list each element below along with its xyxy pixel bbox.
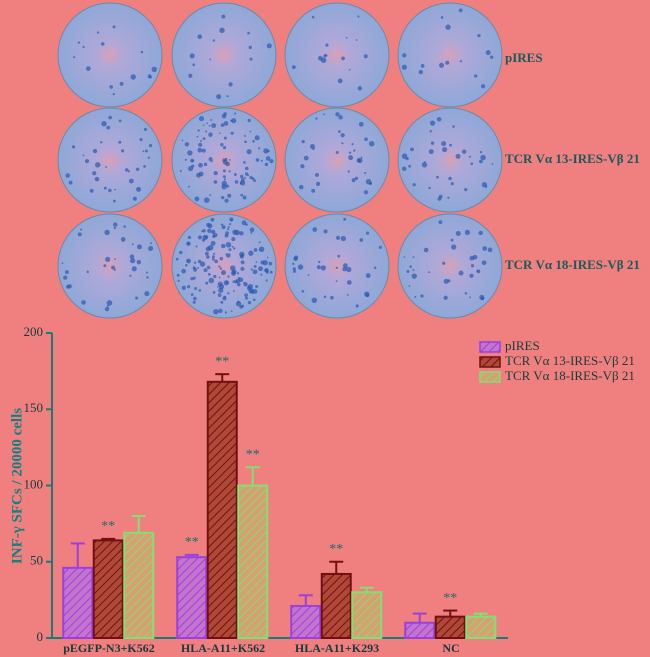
y-tick-label: 150 bbox=[24, 400, 44, 415]
row-label: TCR Vα 13-IRES-Vβ 21 bbox=[505, 151, 640, 166]
error-bar bbox=[131, 515, 146, 533]
bar bbox=[465, 615, 497, 640]
well bbox=[397, 213, 503, 319]
well bbox=[57, 2, 163, 108]
x-tick-label: pEGFP-N3+K562 bbox=[63, 641, 155, 655]
y-tick-label: 200 bbox=[24, 324, 44, 339]
error-bar bbox=[101, 537, 116, 541]
error-bar bbox=[443, 609, 458, 617]
legend-label: TCR Vα 13-IRES-Vβ 21 bbox=[505, 353, 635, 368]
error-bar bbox=[215, 373, 230, 382]
well bbox=[57, 213, 163, 319]
well bbox=[171, 2, 277, 108]
error-bar bbox=[359, 586, 374, 593]
bar bbox=[123, 531, 155, 640]
error-bar bbox=[412, 612, 427, 623]
legend-swatch bbox=[479, 341, 501, 353]
significance: ** bbox=[215, 354, 229, 369]
well bbox=[57, 107, 163, 213]
well bbox=[397, 107, 503, 213]
legend-label: TCR Vα 18-IRES-Vβ 21 bbox=[505, 368, 635, 383]
error-bar bbox=[329, 560, 344, 574]
well bbox=[397, 2, 503, 108]
significance: ** bbox=[443, 591, 457, 606]
y-tick-label: 100 bbox=[24, 476, 44, 491]
well bbox=[284, 107, 390, 213]
bar bbox=[434, 615, 466, 640]
significance: ** bbox=[246, 447, 260, 462]
y-axis-label: INF-γ SFCs / 20000 cells bbox=[9, 408, 25, 564]
well bbox=[171, 213, 277, 319]
error-bar bbox=[184, 553, 199, 558]
significance: ** bbox=[101, 519, 115, 534]
error-bar bbox=[70, 542, 85, 568]
row-label: TCR Vα 18-IRES-Vβ 21 bbox=[505, 257, 640, 272]
bar bbox=[351, 591, 383, 639]
row-label: pIRES bbox=[505, 50, 543, 65]
error-bar bbox=[473, 612, 488, 617]
y-tick-label: 0 bbox=[37, 629, 44, 644]
legend-swatch bbox=[479, 356, 501, 368]
error-bar bbox=[298, 594, 313, 606]
legend-label: pIRES bbox=[505, 338, 540, 353]
x-tick-label: NC bbox=[442, 641, 459, 655]
x-tick-label: HLA-A11+K293 bbox=[295, 641, 379, 655]
x-tick-label: HLA-A11+K562 bbox=[181, 641, 265, 655]
bar bbox=[62, 566, 94, 639]
elispot-wells bbox=[57, 2, 503, 319]
significance: ** bbox=[185, 535, 199, 550]
bar bbox=[404, 621, 436, 639]
bar bbox=[290, 604, 322, 639]
error-bar bbox=[245, 466, 260, 486]
legend-swatch bbox=[479, 371, 501, 383]
bar bbox=[206, 380, 238, 639]
well bbox=[284, 2, 390, 108]
bar bbox=[320, 572, 352, 640]
significance: ** bbox=[329, 542, 343, 557]
bar bbox=[92, 539, 124, 640]
y-tick-label: 50 bbox=[30, 553, 43, 568]
bar bbox=[176, 556, 208, 639]
bar bbox=[237, 484, 269, 639]
